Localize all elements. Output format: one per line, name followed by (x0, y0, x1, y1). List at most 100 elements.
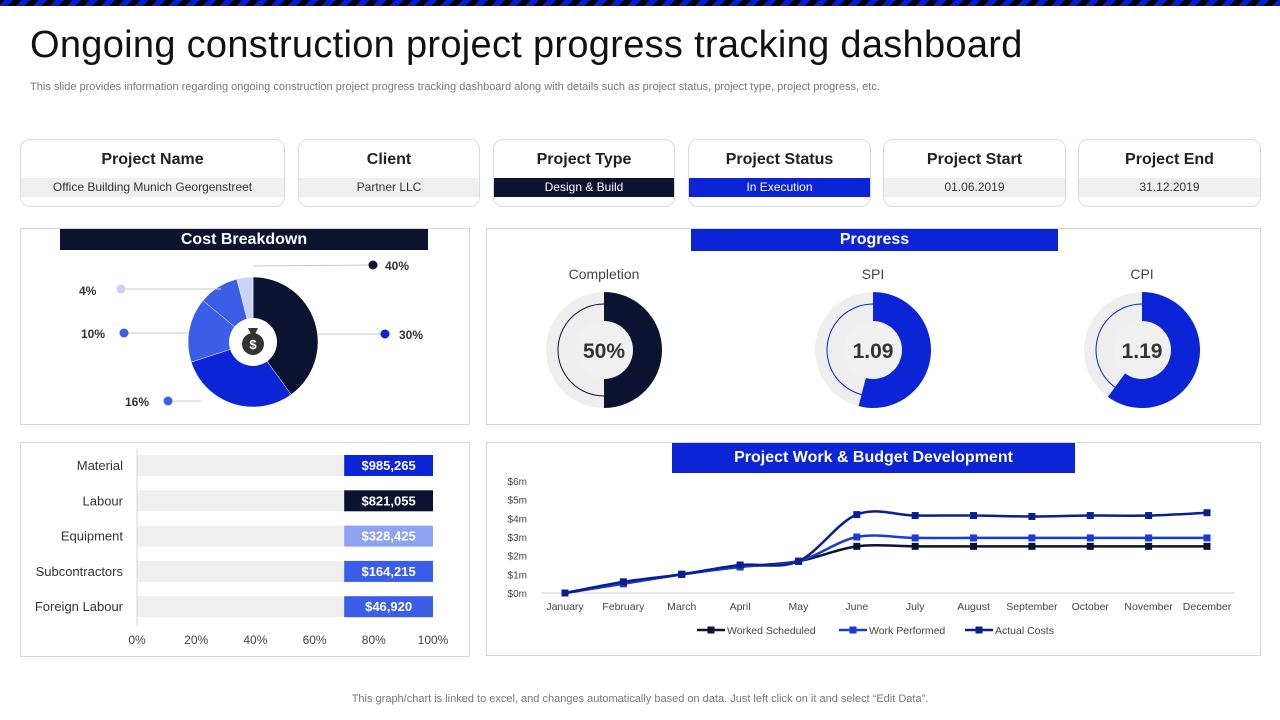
gauge-label: Completion (569, 266, 640, 282)
card-value: 31.12.2019 (1079, 178, 1260, 197)
line-series (564, 510, 1208, 595)
card-title: Project End (1125, 151, 1214, 168)
gauge-inner-ring (557, 303, 651, 397)
line-point (853, 542, 861, 550)
gauge-value: 1.09 (853, 340, 894, 363)
bar-xtick-label: 0% (128, 633, 146, 647)
line-point (1086, 542, 1094, 550)
line-ytick-label: $6m (508, 477, 527, 488)
line-xtick-label: November (1124, 601, 1173, 613)
bar-category-label: Foreign Labour (35, 599, 124, 614)
status-badge: In Execution (689, 178, 870, 197)
line-point (1203, 542, 1211, 550)
slice-label: 40% (385, 259, 409, 273)
card-title: Project Start (926, 151, 1023, 168)
line-point (1203, 509, 1211, 517)
gauge-label: SPI (862, 266, 885, 282)
line-ytick-label: $5m (508, 496, 527, 507)
page-title: Ongoing construction project progress tr… (30, 24, 1023, 66)
budget-development-panel: Project Work & Budget Development $0m $1m… (486, 442, 1261, 656)
legend-marker (707, 626, 715, 634)
pie-slice (252, 276, 319, 395)
money-bag-body (242, 333, 264, 355)
line-ytick-label: $1m (508, 570, 527, 581)
gauge-center (844, 321, 902, 379)
card-project-status: Project Status In Execution (688, 139, 871, 207)
line-point (970, 512, 978, 520)
card-project-end: Project End 31.12.2019 (1078, 139, 1261, 207)
gauge-center (1113, 321, 1171, 379)
gauge-value: 50% (583, 340, 625, 363)
card-project-type: Project Type Design & Build (493, 139, 675, 207)
card-value: Office Building Munich Georgenstreet (21, 178, 284, 197)
line-point (1028, 542, 1036, 550)
line-xtick-label: June (845, 601, 868, 613)
legend-dot (163, 396, 173, 406)
line-series (564, 543, 1207, 595)
cost-bars-panel: Material $985,265 Labour $821,055 Equipment $… (20, 442, 470, 657)
bar-value-box (344, 560, 433, 582)
bar-value-label: $821,055 (361, 493, 415, 508)
line-point (911, 534, 919, 542)
bar-xtick-label: 40% (243, 633, 267, 647)
progress-panel: Progress Completion 50% SPI 1.09 CPI 1.19 (486, 228, 1261, 425)
gauge-value: 1.19 (1122, 340, 1163, 363)
line-xtick-label: July (906, 601, 925, 613)
line-xtick-label: March (667, 601, 696, 613)
bar-value-box (344, 596, 433, 618)
line-point (1145, 534, 1153, 542)
slice-label: 30% (399, 328, 423, 342)
legend-dot (368, 260, 378, 270)
bar-value-label: $164,215 (361, 564, 415, 579)
line-point (970, 534, 978, 542)
line-point (970, 542, 978, 550)
line-point (678, 570, 686, 578)
progress-title: Progress (691, 229, 1058, 251)
line-point (1028, 534, 1036, 542)
top-decorative-stripe (0, 0, 1280, 6)
slice-label: 16% (125, 395, 149, 409)
money-bag-icon: $ (242, 328, 264, 355)
line-xtick-label: September (1006, 601, 1058, 613)
line-point (794, 557, 802, 565)
bar-xtick-label: 60% (303, 633, 327, 647)
line-point (1145, 512, 1153, 520)
cost-breakdown-title: Cost Breakdown (60, 229, 428, 250)
cost-bar-chart: Material $985,265 Labour $821,055 Equipment $… (35, 449, 449, 647)
line-xtick-label: January (546, 601, 584, 613)
legend-dot (380, 329, 390, 339)
card-project-name: Project Name Office Building Munich Geor… (20, 139, 285, 207)
leader-line (252, 264, 374, 267)
line-point (1086, 534, 1094, 542)
slice-label: 4% (79, 284, 97, 298)
line-point (853, 533, 861, 541)
legend-marker (975, 626, 983, 634)
line-point (561, 589, 569, 597)
line-ytick-label: $3m (508, 533, 527, 544)
line-ytick-label: $4m (508, 514, 527, 525)
card-value: Partner LLC (299, 178, 479, 197)
line-point (853, 511, 861, 519)
line-xtick-label: October (1072, 601, 1110, 613)
budget-development-title: Project Work & Budget Development (672, 443, 1075, 473)
legend-label: Actual Costs (995, 625, 1054, 637)
legend-label: Worked Scheduled (727, 625, 816, 637)
bar-xtick-label: 100% (418, 633, 449, 647)
bar-category-label: Material (77, 458, 123, 473)
card-title: Project Status (725, 151, 834, 168)
bar-xtick-label: 20% (184, 633, 208, 647)
legend-marker (849, 626, 857, 634)
bar-value-box (344, 455, 433, 476)
card-title: Client (366, 151, 412, 168)
bar-value-label: $985,265 (361, 458, 415, 473)
card-value: Design & Build (494, 178, 674, 197)
bar-value-label: $46,920 (365, 599, 412, 614)
bar-value-label: $328,425 (361, 529, 415, 544)
line-ytick-label: $0m (508, 589, 527, 600)
line-point (1086, 512, 1094, 520)
legend-dot (119, 328, 129, 338)
line-xtick-label: August (957, 601, 990, 613)
bar-category-label: Equipment (61, 529, 124, 544)
line-point (736, 561, 744, 569)
money-bag-symbol: $ (249, 337, 257, 352)
